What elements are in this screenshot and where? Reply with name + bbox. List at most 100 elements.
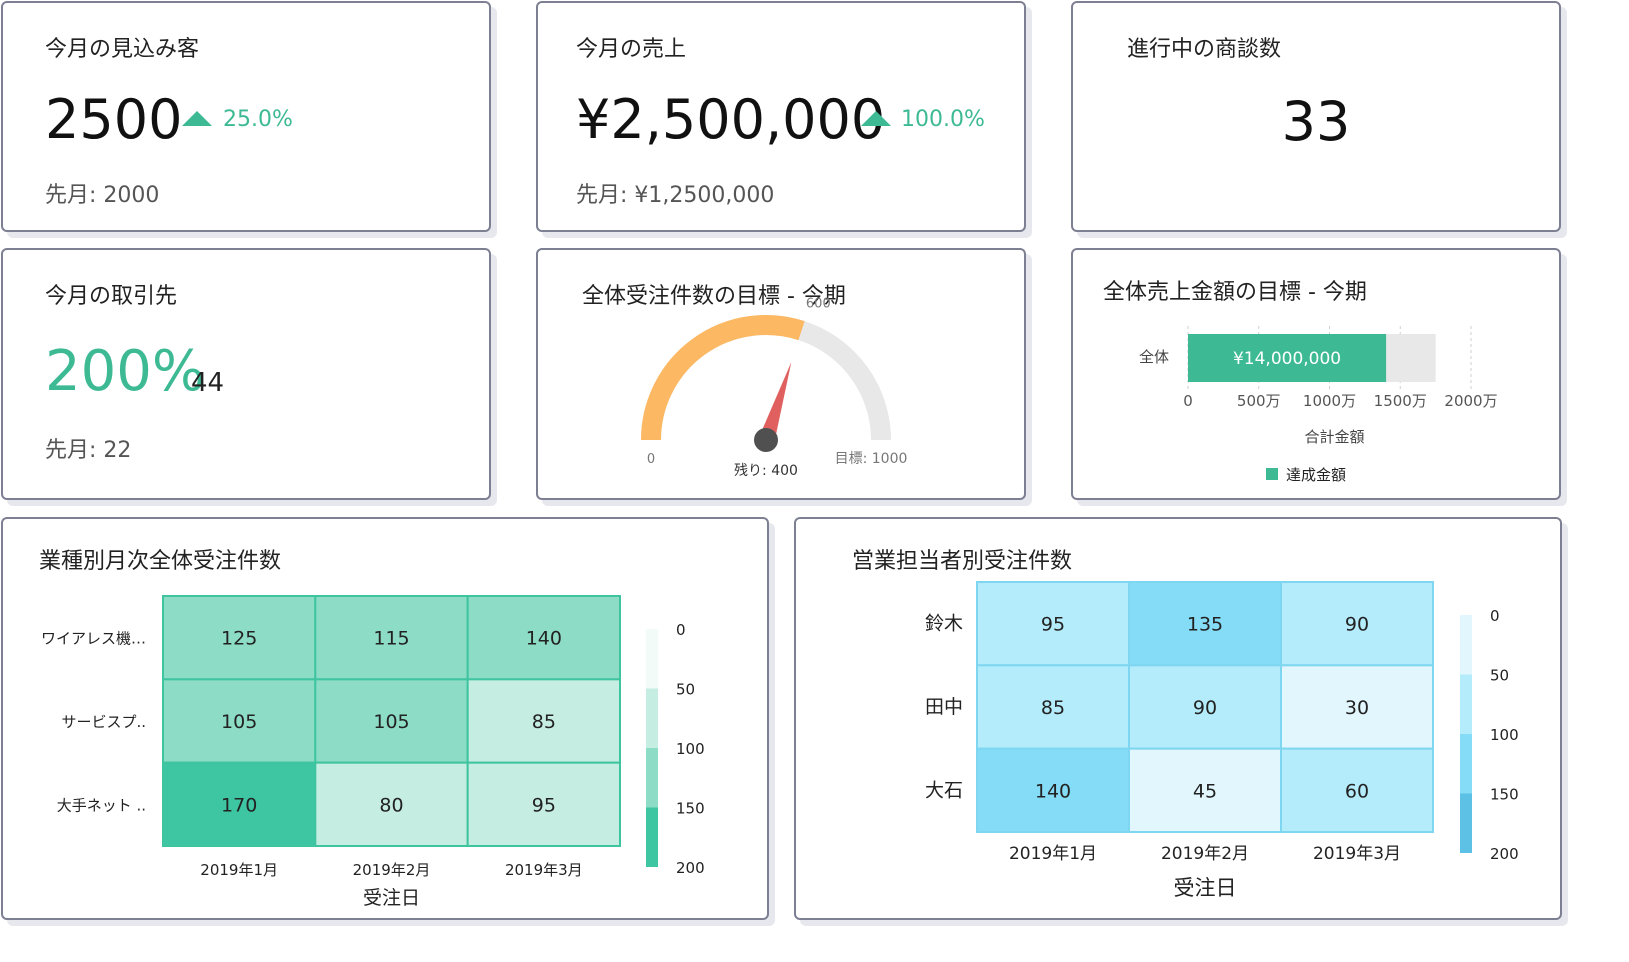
heatmap-cell-label: 85: [1041, 697, 1065, 719]
heatmap-cell: [466, 595, 621, 681]
kpi-value: ¥2,500,000: [576, 88, 886, 151]
heatmap-cell-label: 105: [373, 711, 409, 733]
heatmap-cell-label: 135: [1187, 614, 1223, 636]
kpi-title: 今月の取引先: [45, 284, 178, 309]
heatmap-cell: [466, 761, 621, 848]
heatmap-cell-label: 80: [379, 794, 403, 816]
heatmap-row-label: サービスプ..: [61, 713, 146, 731]
heatmap-col-label: 2019年1月: [200, 861, 278, 879]
color-scale-segment: [646, 688, 658, 748]
gauge-target-label: 目標: 1000: [835, 451, 908, 467]
color-scale-label: 200: [1490, 845, 1519, 863]
color-scale-label: 100: [676, 740, 705, 758]
bar-category-label: 全体: [1139, 348, 1169, 366]
gauge-hub: [754, 428, 778, 452]
color-scale-segment: [646, 748, 658, 808]
bar-fill: [1188, 334, 1387, 382]
gauge-chart: 0 600 目標: 1000 残り: 400: [641, 297, 908, 479]
heatmap-card-sales-rep: 営業担当者別受注件数 95 135 90 85 90 30 140 45 60 鈴木 田中 大石 201…: [794, 517, 1562, 920]
gauge-card: 全体受注件数の目標 - 今期 0 600 目標: 1000 残り: 400: [536, 248, 1026, 500]
kpi-previous: 先月: ¥1,2500,000: [576, 183, 775, 208]
bar-tick-label: 1000万: [1303, 392, 1356, 410]
color-scale-label: 50: [1490, 667, 1509, 685]
gauge-min-label: 0: [647, 452, 655, 467]
legend-swatch: [1266, 468, 1278, 480]
kpi-title: 今月の見込み客: [45, 37, 200, 62]
gauge-remaining-label: 残り: 400: [734, 463, 798, 479]
heatmap-cell: [162, 678, 317, 764]
bar-tick-label: 1500万: [1374, 392, 1427, 410]
heatmap-x-axis-label: 受注日: [363, 887, 420, 909]
kpi-value: 33: [1281, 90, 1351, 153]
color-scale-segment: [646, 629, 658, 689]
heatmap-row-label: 大手ネット ..: [57, 796, 146, 814]
kpi-card-deals: 進行中の商談数 33: [1071, 1, 1561, 232]
heatmap-row-label: 鈴木: [925, 613, 963, 635]
heatmap-cell-label: 105: [221, 711, 257, 733]
heatmap-cell-label: 115: [373, 628, 409, 650]
heatmap-cell-label: 140: [1035, 780, 1071, 802]
color-scale-segment: [1460, 793, 1472, 853]
heatmap-cell-label: 170: [221, 794, 257, 816]
heatmap-col-label: 2019年3月: [505, 861, 583, 879]
heatmap-row-label: 大石: [925, 779, 963, 801]
heatmap-industry: 125 115 140 105 105 85 170 80 95 ワイアレス機… サービスプ.. 大手…: [41, 595, 705, 909]
kpi-change: 100.0%: [901, 107, 985, 132]
heatmap-cell: [466, 678, 621, 764]
color-scale-label: 0: [1490, 607, 1500, 625]
color-scale-label: 50: [676, 681, 695, 699]
kpi-value: 2500: [45, 88, 183, 151]
kpi-title: 進行中の商談数: [1127, 37, 1282, 62]
gauge-fill: [641, 315, 805, 441]
color-scale-label: 100: [1490, 726, 1519, 744]
kpi-count: 44: [191, 368, 225, 398]
color-scale-segment: [1460, 615, 1472, 675]
kpi-title: 今月の売上: [576, 37, 687, 62]
kpi-change: 25.0%: [223, 107, 293, 132]
bar-tick-label: 2000万: [1444, 392, 1497, 410]
heatmap-col-label: 2019年2月: [353, 861, 431, 879]
kpi-percent: 200%: [45, 339, 206, 404]
heatmap-col-label: 2019年1月: [1009, 844, 1097, 864]
color-scale-label: 150: [1490, 786, 1519, 804]
heatmap-row-label: 田中: [925, 696, 963, 718]
color-scale-segment: [1460, 674, 1472, 734]
heatmap-cell: [1128, 581, 1282, 667]
heatmap-cell-label: 90: [1193, 697, 1217, 719]
kpi-previous: 先月: 2000: [45, 183, 160, 208]
bar-card: 全体売上金額の目標 - 今期 ¥14,000,000 全体 0 500万 1000万…: [1071, 248, 1561, 500]
heatmap-col-label: 2019年3月: [1313, 844, 1401, 864]
heatmap-cell-label: 95: [1041, 614, 1065, 636]
color-scale-label: 200: [676, 859, 705, 877]
kpi-previous: 先月: 22: [45, 438, 132, 463]
heatmap-col-label: 2019年2月: [1161, 844, 1249, 864]
heatmap-title: 営業担当者別受注件数: [852, 549, 1073, 574]
gauge-value-label: 600: [806, 297, 831, 312]
bar-value-label: ¥14,000,000: [1233, 349, 1341, 369]
bar-chart: ¥14,000,000 全体 0 500万 1000万 1500万 2000万 合計金額…: [1139, 326, 1498, 484]
heatmap-cell: [1280, 747, 1434, 834]
color-scale-segment: [1460, 734, 1472, 794]
heatmap-cell: [1280, 581, 1434, 667]
heatmap-cell: [976, 747, 1130, 834]
gauge-title: 全体受注件数の目標 - 今期: [582, 284, 846, 309]
heatmap-cell-label: 85: [532, 711, 556, 733]
heatmap-cell: [1128, 747, 1282, 834]
heatmap-cell-label: 30: [1345, 697, 1369, 719]
heatmap-cell-label: 95: [532, 794, 556, 816]
heatmap-cell: [1280, 664, 1434, 750]
heatmap-cell: [314, 595, 469, 681]
bar-tick-label: 500万: [1237, 392, 1281, 410]
kpi-card-sales: 今月の売上 ¥2,500,000 100.0% 先月: ¥1,2500,000: [536, 1, 1026, 232]
color-scale-label: 150: [676, 800, 705, 818]
heatmap-cell-label: 60: [1345, 780, 1369, 802]
heatmap-cell-label: 140: [526, 628, 562, 650]
kpi-card-prospects: 今月の見込み客 2500 25.0% 先月: 2000: [1, 1, 491, 232]
heatmap-cell-label: 45: [1193, 780, 1217, 802]
bar-tick-label: 0: [1183, 392, 1193, 410]
heatmap-cell: [1128, 664, 1282, 750]
heatmap-title: 業種別月次全体受注件数: [39, 549, 282, 574]
heatmap-row-label: ワイアレス機…: [41, 630, 146, 648]
kpi-card-clients: 今月の取引先 200% 44 先月: 22: [1, 248, 491, 500]
